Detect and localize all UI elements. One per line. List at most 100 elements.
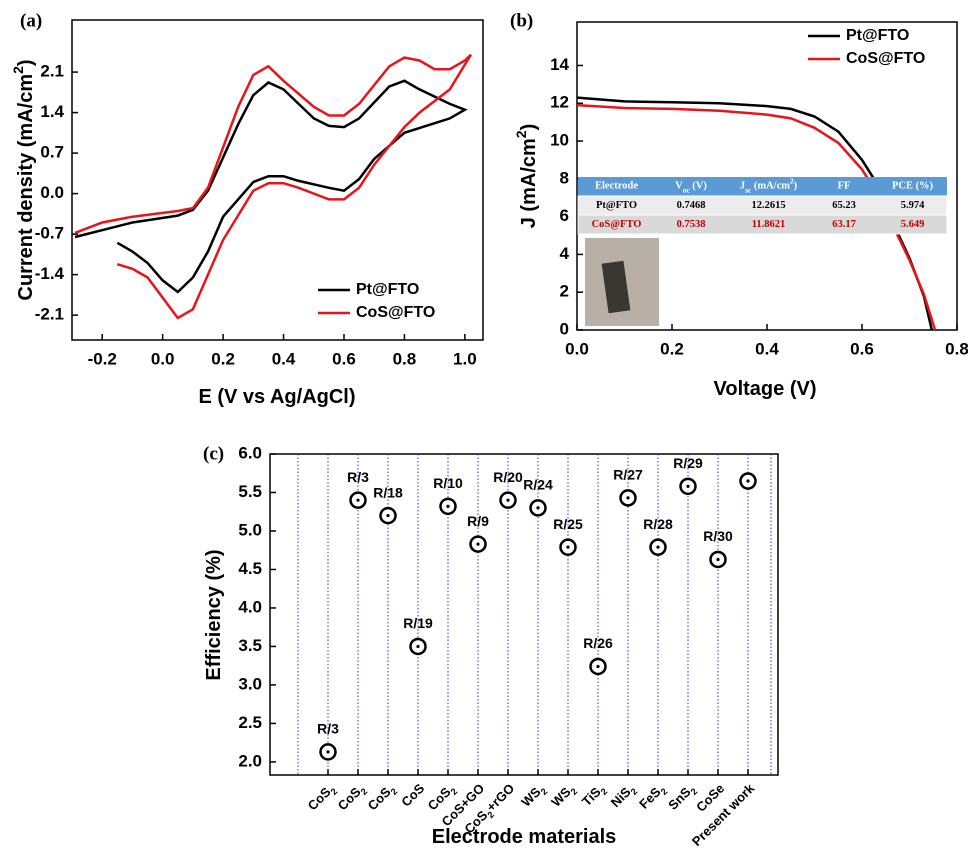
table-cell: 65.23 [832,200,856,211]
scatter-point [439,497,457,516]
point-annotation: R/3 [347,469,369,485]
y-tick-label: 4.5 [238,559,262,578]
table-cell: 5.974 [901,200,925,211]
table-header: PCE (%) [892,181,934,192]
marker-dot [326,750,330,754]
text-part: (V) [690,181,708,192]
legend-label: CoS@FTO [356,304,435,321]
scatter-point [679,477,697,496]
text-part: 2 [513,130,529,138]
x-tick-label: CoS2+rGO [462,781,520,839]
point-annotation: R/20 [493,469,523,485]
point-annotation: R/24 [523,477,553,493]
table-cell: 11.8621 [752,219,786,230]
x-tick-label: 0.2 [211,349,235,368]
table-cell: Pt@FTO [596,200,637,211]
x-tick-label: 0.8 [393,349,417,368]
y-tick-label: 4 [560,244,570,263]
marker-dot [566,545,570,549]
marker-dot [716,557,720,562]
plot-frame [71,19,484,341]
scatter-point [709,550,727,569]
inset-photo-sample [601,260,631,314]
scatter-point [529,499,547,517]
data-line [576,103,937,331]
data-line [74,53,472,320]
text-part: 2 [449,787,460,798]
y-tick-label: 0.0 [40,183,64,202]
scatter-point [559,538,577,556]
text-part: Voltage (V) [714,378,817,400]
point-annotation: R/26 [583,635,613,651]
x-tick-label: 0.4 [755,339,779,358]
table-cell: 0.7468 [677,200,706,211]
text-part: Electrode [595,181,638,192]
x-tick-label: WS2 [519,781,550,812]
text-part: 2 [10,66,26,74]
table-row-bg [577,214,948,235]
text-part: 2 [486,810,497,821]
marker-dot [446,504,450,508]
data-line [74,79,468,294]
y-tick-label: 0 [560,319,569,338]
marker-dot [626,496,630,500]
scatter-point [499,491,517,509]
table-header: Voc (V) [675,181,707,195]
point-annotation: R/19 [403,615,433,631]
table-header: Electrode [595,181,638,192]
y-tick-label: 2.1 [40,62,64,81]
marker-dot [386,513,390,518]
text-part: J [740,181,745,192]
text-part: 2 [539,787,550,798]
x-axis-label: E (V vs Ag/AgCl) [198,386,355,408]
scatter-point [409,637,427,656]
y-axis-label: J (mA/cm2) [513,124,541,229]
y-tick-label: 2.5 [238,713,262,732]
text-part: 2 [329,787,340,798]
text-part: PCE (%) [892,181,934,192]
y-tick-label: 3.0 [238,674,262,693]
x-tick-label: FeS2 [637,781,670,814]
table-cell: 0.7538 [677,219,706,230]
table-header: Jsc (mA/cm2) [740,177,798,195]
point-annotation: R/29 [673,455,703,471]
text-part: 2 [389,787,400,798]
y-tick-label: 8 [560,168,569,187]
table-header: FF [838,181,851,192]
legend-label: CoS@FTO [846,50,925,67]
y-tick-label: 4.0 [238,597,262,616]
text-part: Current density (mA/cm [15,74,37,301]
x-tick-label: NiS2 [608,781,640,813]
y-tick-label: 14 [550,55,569,74]
marker-dot [746,479,750,483]
table-header-bg [578,177,947,196]
marker-dot [506,498,510,502]
x-tick-label: 0.6 [850,339,874,358]
marker-dot [686,484,690,488]
table-cell: 12.2615 [751,200,785,211]
marker-dot [476,542,480,546]
point-annotation: R/3 [317,721,339,737]
x-tick-label: 0.0 [565,339,589,358]
point-annotation: R/27 [613,467,643,483]
table-cell: 63.17 [832,219,856,230]
x-tick-label: SnS2 [665,781,699,815]
point-annotation: R/28 [643,516,673,532]
scatter-point [379,506,397,525]
y-tick-label: 5.5 [238,482,262,501]
y-tick-label: 6.0 [238,443,262,462]
x-tick-label: 0.8 [945,339,968,358]
x-tick-label: 0.4 [272,349,296,368]
y-tick-label: 3.5 [238,636,262,655]
x-axis-label: Electrode materials [432,826,617,848]
y-tick-label: 5.0 [238,520,262,539]
x-axis-label: Voltage (V) [714,378,817,400]
y-axis-label: Efficiency (%) [203,549,225,680]
panel-label: (a) [20,10,42,31]
text-part: +rGO [484,781,518,815]
legend-label: Pt@FTO [846,27,909,44]
scatter-point [589,657,607,676]
text-part: 2 [790,177,794,186]
